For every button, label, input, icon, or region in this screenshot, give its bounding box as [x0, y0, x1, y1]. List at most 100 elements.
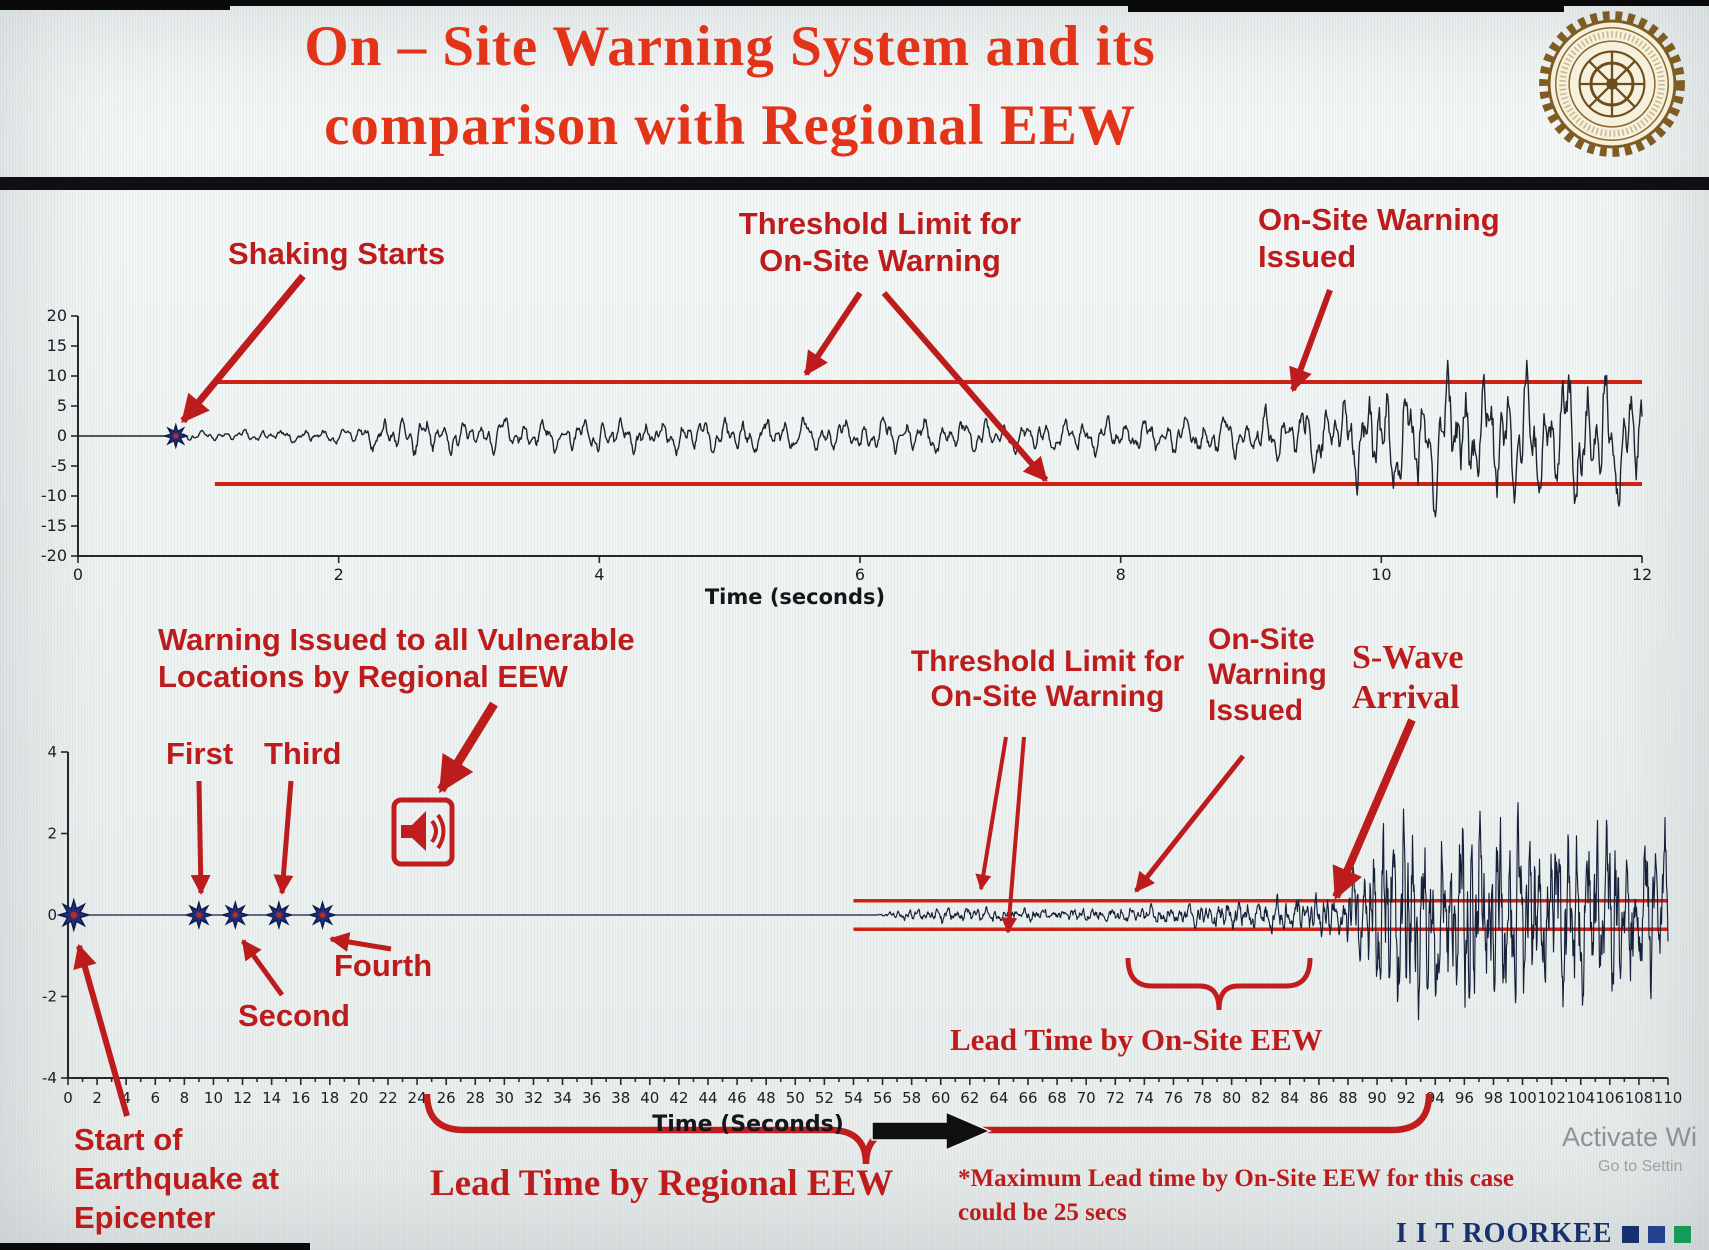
title-line-2: comparison with Regional EEW — [324, 93, 1136, 157]
svg-text:0: 0 — [63, 1089, 73, 1107]
svg-text:108: 108 — [1625, 1089, 1654, 1107]
svg-text:20: 20 — [349, 1089, 368, 1107]
onsite-warning-issued-bottom-label: On-Site Warning Issued — [1208, 622, 1327, 728]
svg-text:88: 88 — [1338, 1089, 1357, 1107]
svg-text:-5: -5 — [51, 456, 67, 475]
fourth-p-label: Fourth — [334, 948, 433, 983]
photo-edge-artifact — [0, 0, 230, 10]
onsite-warning-issued-top-line2: Issued — [1258, 238, 1357, 274]
svg-text:78: 78 — [1193, 1089, 1212, 1107]
tick-labels: 20 15 10 5 0 -5 -10 -15 -20 0 2 4 6 8 10 12 — [41, 306, 1652, 584]
seismogram-waveform — [78, 359, 1643, 518]
lead-time-onsite-label: Lead Time by On-Site EEW — [950, 1022, 1323, 1057]
svg-text:22: 22 — [378, 1089, 397, 1107]
max-lead-time-note-line1: *Maximum Lead time by On-Site EEW for th… — [958, 1165, 1515, 1192]
onsite-warning-issued-bottom-line3: Issued — [1208, 693, 1304, 727]
max-lead-time-note: *Maximum Lead time by On-Site EEW for th… — [958, 1162, 1514, 1229]
brand-square-navy-2 — [1647, 1225, 1665, 1243]
onsite-warning-top-arrow — [1289, 288, 1333, 393]
svg-text:46: 46 — [728, 1089, 747, 1107]
svg-text:58: 58 — [902, 1089, 921, 1107]
brand-text: I I T ROORKEE — [1396, 1218, 1613, 1249]
axes — [77, 316, 1642, 557]
svg-text:4: 4 — [121, 1089, 131, 1107]
photo-edge-artifact — [0, 1243, 310, 1250]
p-wave-marker — [162, 422, 190, 450]
svg-text:28: 28 — [466, 1089, 485, 1107]
svg-text:12: 12 — [1632, 565, 1652, 584]
svg-text:15: 15 — [47, 336, 67, 355]
threshold-limit-bottom-line1: Threshold Limit for — [910, 645, 1185, 678]
threshold-limit-bottom-line2: On-Site Warning — [930, 680, 1165, 714]
regional-warning-label: Warning Issued to all Vulnerable Locatio… — [158, 622, 635, 695]
svg-text:2: 2 — [334, 565, 344, 584]
svg-text:0: 0 — [57, 426, 67, 445]
threshold-lines — [214, 380, 1642, 486]
onsite-warning-bottom-arrow — [1134, 754, 1245, 893]
svg-text:26: 26 — [437, 1089, 456, 1107]
lead-time-onsite-brace — [1125, 957, 1313, 1011]
svg-text:14: 14 — [262, 1089, 281, 1107]
svg-text:96: 96 — [1455, 1089, 1474, 1107]
p-wave-marker — [183, 900, 214, 930]
p-wave-marker — [263, 900, 294, 930]
brand-square-green — [1673, 1225, 1691, 1243]
p-wave-marker — [56, 897, 92, 933]
svg-text:70: 70 — [1077, 1089, 1096, 1107]
lead-time-regional-label: Lead Time by Regional EEW — [430, 1163, 894, 1204]
p-wave-marker — [220, 900, 251, 930]
epicenter-line1: Start of — [74, 1122, 183, 1157]
shaking-starts-arrow — [180, 273, 306, 424]
svg-text:8: 8 — [1116, 565, 1126, 584]
svg-text:-4: -4 — [42, 1069, 57, 1087]
svg-text:24: 24 — [408, 1089, 427, 1107]
svg-text:36: 36 — [582, 1089, 601, 1107]
axis-ticks — [71, 315, 1643, 563]
regional-warning-line2: Locations by Regional EEW — [158, 658, 568, 694]
onsite-warning-issued-top-line1: On-Site Warning — [1258, 202, 1500, 237]
svg-text:6: 6 — [150, 1089, 160, 1107]
regional-eew-alert-icon — [391, 797, 455, 867]
svg-text:4: 4 — [47, 743, 57, 761]
threshold-top-arrow-upper — [803, 291, 863, 376]
second-p-label: Second — [238, 998, 350, 1033]
svg-text:-10: -10 — [41, 486, 67, 505]
regional-warning-arrow — [437, 701, 498, 794]
svg-text:4: 4 — [594, 565, 604, 584]
svg-text:64: 64 — [989, 1089, 1008, 1107]
svg-text:62: 62 — [960, 1089, 979, 1107]
seismogram-waveform — [67, 802, 1669, 1021]
svg-text:10: 10 — [1371, 565, 1391, 584]
top-chart-xlabel: Time (seconds) — [704, 585, 886, 609]
s-wave-arrival-label: S-Wave Arrival — [1352, 638, 1463, 718]
svg-text:92: 92 — [1397, 1089, 1416, 1107]
svg-text:10: 10 — [47, 366, 67, 385]
svg-text:-15: -15 — [41, 516, 67, 535]
svg-text:0: 0 — [47, 906, 57, 924]
photo-edge-artifact — [0, 0, 1709, 6]
threshold-limit-bottom-label: Threshold Limit for On-Site Warning — [900, 644, 1195, 715]
svg-text:86: 86 — [1309, 1089, 1328, 1107]
third-p-label: Third — [264, 736, 342, 771]
epicenter-arrow — [73, 943, 130, 1117]
threshold-limit-top-line1: Threshold Limit for — [738, 206, 1022, 241]
svg-text:82: 82 — [1251, 1089, 1270, 1107]
threshold-bottom-arrow-lower — [1001, 736, 1026, 934]
svg-text:54: 54 — [844, 1089, 863, 1107]
threshold-top-arrow-lower — [881, 291, 1049, 482]
svg-text:2: 2 — [47, 825, 57, 843]
axis-ticks — [61, 751, 1669, 1085]
svg-text:30: 30 — [495, 1089, 514, 1107]
svg-text:102: 102 — [1537, 1089, 1566, 1107]
svg-text:66: 66 — [1018, 1089, 1037, 1107]
svg-text:0: 0 — [73, 565, 83, 584]
svg-text:48: 48 — [757, 1089, 776, 1107]
svg-text:106: 106 — [1595, 1089, 1624, 1107]
threshold-limit-top-label: Threshold Limit for On-Site Warning — [730, 206, 1030, 279]
threshold-bottom-arrow-upper — [975, 736, 1008, 891]
s-wave-arrow — [1332, 718, 1416, 900]
svg-text:74: 74 — [1135, 1089, 1154, 1107]
svg-text:40: 40 — [640, 1089, 659, 1107]
svg-text:56: 56 — [873, 1089, 892, 1107]
activate-windows-watermark: Activate Wi — [1562, 1122, 1698, 1152]
